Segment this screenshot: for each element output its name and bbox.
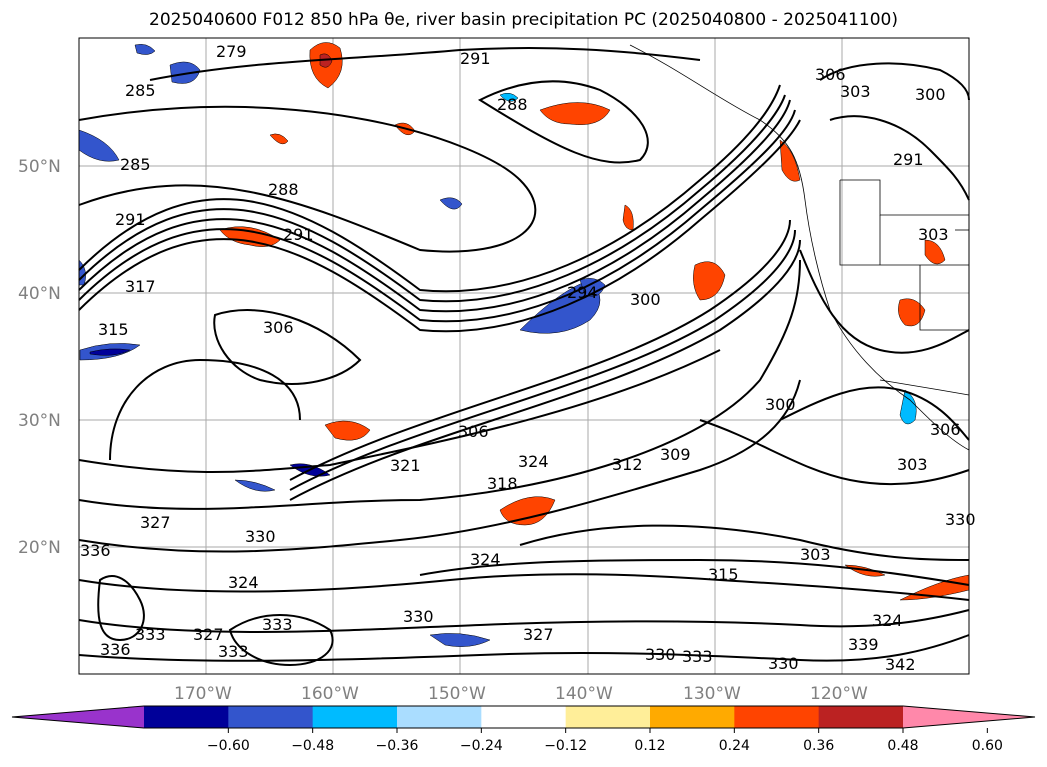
- contour-label: 333: [135, 625, 166, 644]
- lat-label: 30°N: [18, 411, 61, 431]
- colorbar-tick-label: 0.60: [972, 738, 1003, 754]
- colorbar-tick-label: −0.60: [207, 738, 250, 754]
- contour-label: 294: [567, 283, 598, 302]
- contour-label: 300: [765, 395, 796, 414]
- lon-label: 130°W: [683, 684, 741, 704]
- contour-label: 291: [283, 225, 314, 244]
- contour-label: 333: [262, 615, 293, 634]
- contour-label: 306: [815, 65, 846, 84]
- map-title: 2025040600 F012 850 hPa θe, river basin …: [149, 10, 898, 30]
- contour-label: 339: [848, 635, 879, 654]
- contour-label: 300: [915, 85, 946, 104]
- contour-label: 315: [708, 565, 739, 584]
- contour-labels: 279 291 285 288 306 303 300 285 291 288 …: [80, 42, 976, 674]
- contour-label: 306: [458, 422, 489, 441]
- contour-label: 318: [487, 474, 518, 493]
- theta-e-contours: [78, 47, 970, 667]
- contour-label: 324: [228, 573, 259, 592]
- lat-label: 50°N: [18, 157, 61, 177]
- contour-label: 324: [872, 611, 903, 630]
- contour-label: 336: [100, 640, 131, 659]
- contour-label: 288: [497, 95, 528, 114]
- contour-label: 303: [918, 225, 949, 244]
- coastlines: [629, 44, 970, 451]
- contour-label: 336: [80, 541, 111, 560]
- contour-label: 330: [403, 607, 434, 626]
- contour-label: 288: [268, 180, 299, 199]
- lat-axis-labels: 50°N 40°N 30°N 20°N: [18, 157, 61, 558]
- colorbar-tick-label: 0.12: [634, 738, 665, 754]
- lat-label: 20°N: [18, 538, 61, 558]
- colorbar-tick-label: −0.12: [544, 738, 587, 754]
- colorbar-tick-label: 0.36: [803, 738, 834, 754]
- contour-label: 291: [460, 49, 491, 68]
- contour-label: 312: [612, 455, 643, 474]
- contour-label: 324: [470, 550, 501, 569]
- contour-label: 285: [125, 81, 156, 100]
- lon-label: 160°W: [301, 684, 359, 704]
- colorbar-tick-label: −0.48: [291, 738, 334, 754]
- contour-label: 317: [125, 277, 156, 296]
- contour-label: 327: [523, 625, 554, 644]
- lon-label: 120°W: [810, 684, 868, 704]
- contour-label: 291: [115, 210, 146, 229]
- contour-label: 324: [518, 452, 549, 471]
- colorbar-segment: [565, 706, 651, 728]
- contour-label: 303: [840, 82, 871, 101]
- colorbar-tick-label: −0.24: [460, 738, 503, 754]
- colorbar-segment: [734, 706, 820, 728]
- contour-label: 333: [682, 647, 713, 666]
- colorbar-segment: [312, 706, 398, 728]
- lon-label: 150°W: [428, 684, 486, 704]
- colorbar-segment: [650, 706, 735, 728]
- contour-label: 306: [263, 318, 294, 337]
- contour-label: 330: [645, 645, 676, 664]
- lon-axis-labels: 170°W 160°W 150°W 140°W 130°W 120°W: [174, 684, 868, 704]
- colorbar-segment: [818, 706, 904, 728]
- contour-label: 330: [945, 510, 976, 529]
- map-panel: 279 291 285 288 306 303 300 285 291 288 …: [78, 37, 976, 675]
- lat-label: 40°N: [18, 284, 61, 304]
- colorbar-extend-max: [903, 706, 1035, 728]
- colorbar-tick-label: 0.24: [719, 738, 750, 754]
- contour-label: 321: [390, 456, 421, 475]
- contour-label: 303: [897, 455, 928, 474]
- contour-label: 315: [98, 320, 129, 339]
- colorbar-segment: [481, 706, 567, 728]
- contour-label: 285: [120, 155, 151, 174]
- contour-label: 333: [218, 642, 249, 661]
- contour-label: 330: [768, 654, 799, 673]
- colorbar-segment: [144, 706, 229, 728]
- contour-label: 306: [930, 420, 961, 439]
- contour-label: 300: [630, 290, 661, 309]
- lon-label: 170°W: [174, 684, 232, 704]
- colorbar: −0.60 −0.48 −0.36 −0.24 −0.12 0.12 0.24 0.36 0.4…: [11, 705, 1036, 754]
- contour-label: 303: [800, 545, 831, 564]
- contour-label: 279: [216, 42, 247, 61]
- contour-label: 309: [660, 445, 691, 464]
- colorbar-tick-label: −0.36: [376, 738, 419, 754]
- lon-label: 140°W: [555, 684, 613, 704]
- colorbar-tick-label: 0.48: [887, 738, 918, 754]
- map-border: [78, 37, 970, 675]
- colorbar-extend-min: [12, 706, 144, 728]
- contour-label: 291: [893, 150, 924, 169]
- colorbar-segment: [397, 706, 482, 728]
- contour-label: 330: [245, 527, 276, 546]
- contour-label: 327: [140, 513, 171, 532]
- colorbar-segment: [228, 706, 314, 728]
- colorbar-outline: [11, 705, 1036, 729]
- contour-label: 327: [193, 625, 224, 644]
- contour-label: 342: [885, 655, 916, 674]
